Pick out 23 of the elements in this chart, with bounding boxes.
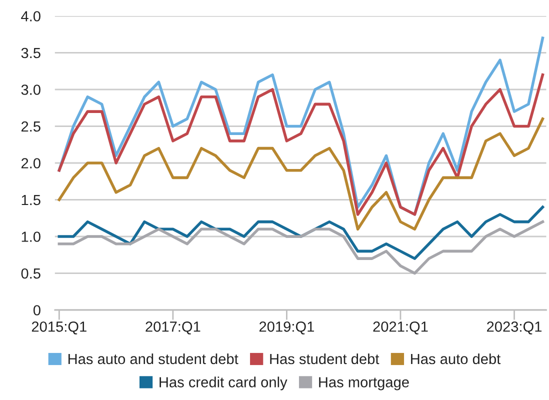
line-series bbox=[58, 220, 544, 275]
line-series bbox=[58, 118, 544, 231]
y-tick-label: 1.0 bbox=[22, 232, 40, 242]
line-series bbox=[58, 206, 544, 260]
y-tick-label: 2.5 bbox=[21, 121, 40, 132]
legend-label: Has credit card only bbox=[160, 376, 288, 390]
x-tick-label: 2015:Q1 bbox=[32, 321, 86, 334]
x-tick-label: 2017:Q1 bbox=[146, 321, 200, 334]
y-tick-label: 0.5 bbox=[21, 268, 40, 279]
y-tick-label: 3.5 bbox=[21, 48, 40, 58]
legend-label: Has auto debt bbox=[411, 353, 501, 364]
legend-label: Has auto and student debt bbox=[68, 353, 238, 364]
x-tick-label: 2023:Q1 bbox=[487, 321, 542, 334]
y-tick-label: 3.0 bbox=[21, 84, 40, 95]
legend-label: Has student debt bbox=[270, 353, 380, 364]
x-tick-label: 2019:Q1 bbox=[259, 321, 314, 334]
line-series bbox=[58, 73, 544, 216]
y-tick-label: 2.0 bbox=[21, 158, 40, 168]
y-tick-label: 1.5 bbox=[22, 195, 40, 206]
y-tick-label: 4.0 bbox=[21, 11, 40, 22]
legend-label: Has mortgage bbox=[319, 377, 409, 390]
x-tick-label: 2021:Q1 bbox=[373, 321, 428, 334]
y-tick-label: 0 bbox=[33, 305, 40, 316]
